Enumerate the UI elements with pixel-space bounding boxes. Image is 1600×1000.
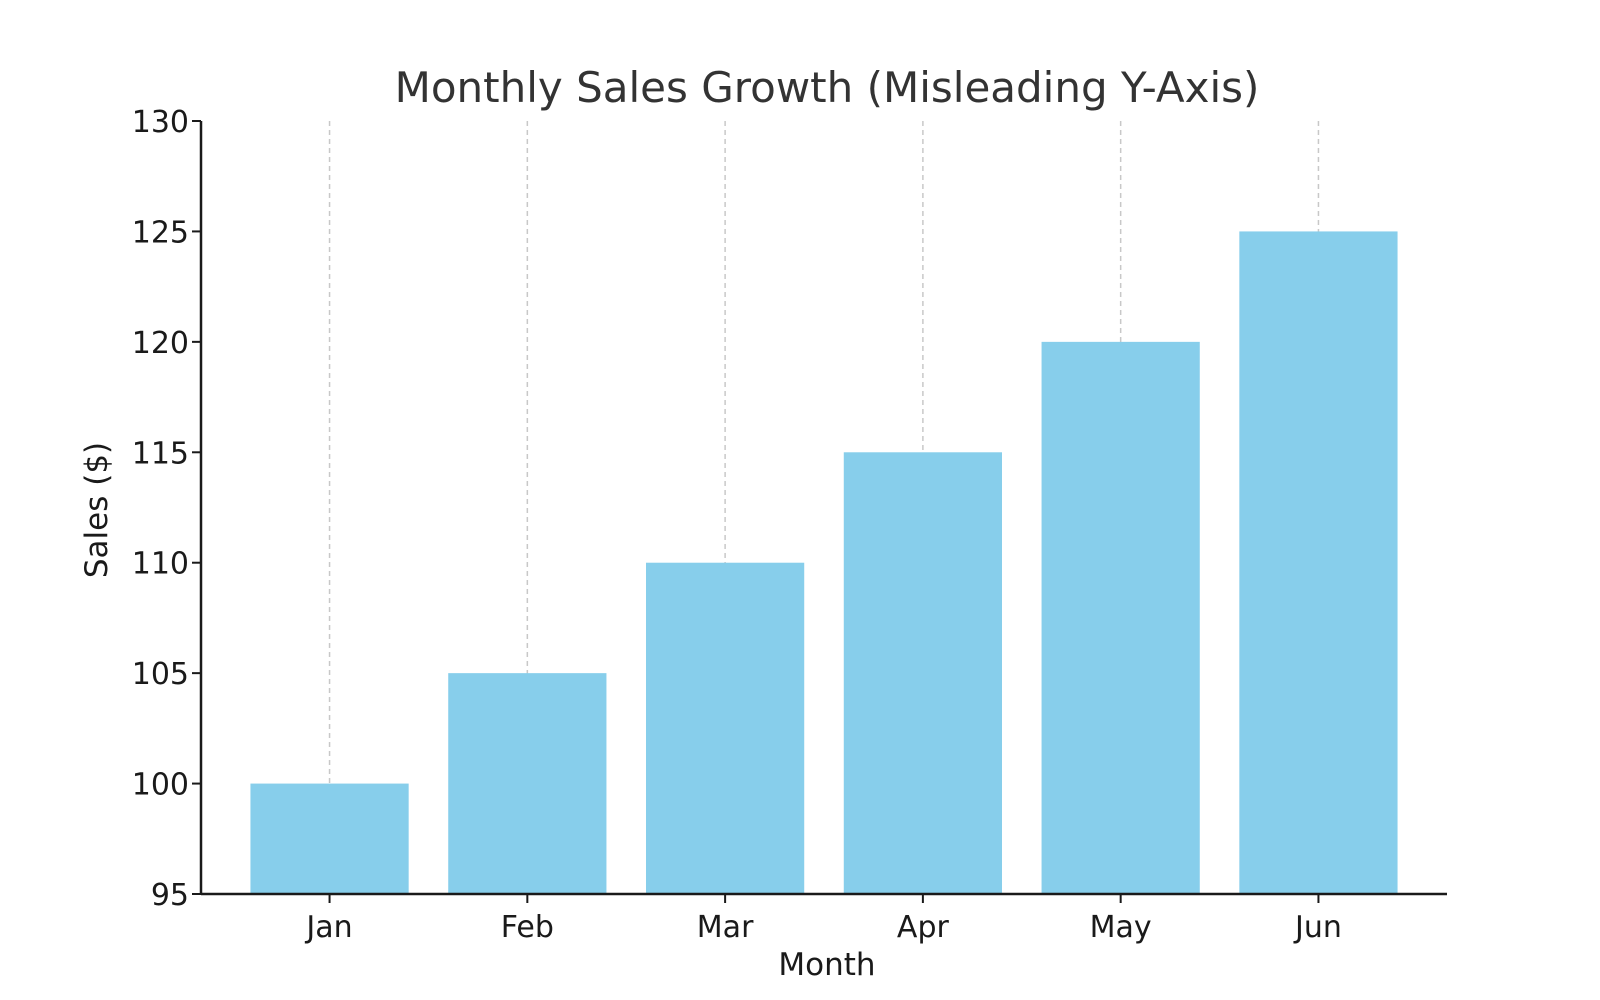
bar-jun bbox=[1239, 231, 1398, 894]
x-tick-label: Feb bbox=[501, 910, 554, 945]
x-axis-label: Month bbox=[778, 947, 875, 983]
y-tick-label: 130 bbox=[132, 105, 189, 140]
y-tick-label: 95 bbox=[151, 878, 189, 913]
bar-mar bbox=[646, 562, 805, 894]
x-tick-label: Jun bbox=[1293, 910, 1342, 945]
y-ticks: 95 100 105 110 115 120 125 130 bbox=[132, 105, 201, 913]
x-tick-label: May bbox=[1090, 910, 1152, 945]
bar-feb bbox=[448, 673, 607, 894]
bar-apr bbox=[843, 452, 1002, 894]
bar-jan bbox=[250, 783, 409, 894]
chart-title: Monthly Sales Growth (Misleading Y-Axis) bbox=[395, 63, 1260, 112]
x-ticks: Jan Feb Mar Apr May Jun bbox=[304, 894, 1342, 945]
y-tick-label: 105 bbox=[132, 657, 189, 692]
x-tick-label: Mar bbox=[697, 910, 754, 945]
y-axis-label: Sales ($) bbox=[79, 442, 115, 578]
x-tick-label: Apr bbox=[897, 910, 950, 945]
bar-may bbox=[1041, 341, 1200, 894]
x-tick-label: Jan bbox=[304, 910, 352, 945]
y-tick-label: 115 bbox=[132, 436, 189, 471]
bars bbox=[250, 231, 1398, 894]
y-tick-label: 110 bbox=[132, 547, 189, 582]
y-tick-label: 125 bbox=[132, 215, 189, 250]
y-tick-label: 120 bbox=[132, 326, 189, 361]
y-tick-label: 100 bbox=[132, 768, 189, 803]
